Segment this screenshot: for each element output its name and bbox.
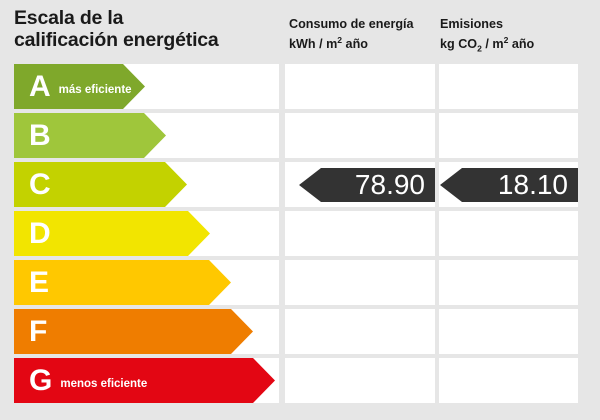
cell-emision — [439, 113, 578, 158]
rating-row-b: B — [0, 113, 600, 158]
energy-band-d: D — [14, 211, 210, 256]
consumption-label: Consumo de energía — [289, 17, 414, 31]
emissions-unit: kg CO2 / m2 año — [440, 32, 580, 57]
cell-emision — [439, 358, 578, 403]
column-header-emissions: Emisiones kg CO2 / m2 año — [440, 16, 580, 57]
band-letter: D — [29, 216, 51, 250]
column-header-consumption: Consumo de energía kWh / m2 año — [289, 16, 435, 52]
title-line-1: Escala de la — [14, 7, 124, 29]
consumption-unit-exponent: 2 — [337, 35, 343, 45]
energy-band-f: F — [14, 309, 253, 354]
emissions-unit-suffix: año — [508, 37, 535, 52]
cell-consumo — [285, 309, 435, 354]
cell-consumo — [285, 64, 435, 109]
rating-row-d: D — [0, 211, 600, 256]
consumption-unit-prefix: kWh / m — [289, 37, 338, 52]
band-note: más eficiente — [58, 84, 132, 96]
band-letter: B — [29, 118, 51, 152]
cell-consumo — [285, 211, 435, 256]
emissions-unit-exponent: 2 — [503, 35, 509, 45]
cell-consumo — [285, 358, 435, 403]
consumption-unit: kWh / m2 año — [289, 32, 435, 52]
cell-consumo — [285, 113, 435, 158]
band-letter: C — [29, 167, 51, 201]
band-letter: G — [29, 363, 53, 397]
page-title: Escala de la calificación energética — [14, 7, 276, 51]
cell-consumo — [285, 260, 435, 305]
rating-row-f: F — [0, 309, 600, 354]
cell-emision — [439, 260, 578, 305]
band-letter: A — [29, 69, 51, 103]
value-arrow-consumption: 78.90 — [299, 168, 435, 202]
energy-band-b: B — [14, 113, 166, 158]
value-arrow-emissions: 18.10 — [440, 168, 578, 202]
band-letter: F — [29, 314, 48, 348]
cell-emision — [439, 309, 578, 354]
chart-header: Escala de la calificación energética Con… — [0, 0, 600, 64]
rating-row-e: E — [0, 260, 600, 305]
band-letter: E — [29, 265, 50, 299]
band-note: menos eficiente — [60, 378, 148, 390]
consumption-unit-suffix: año — [342, 37, 368, 52]
emissions-unit-prefix: kg CO — [440, 37, 478, 52]
rating-row-c: C 78.90 18.10 — [0, 162, 600, 207]
title-line-2: calificación energética — [14, 29, 219, 51]
emissions-unit-mid: / m — [481, 37, 504, 52]
energy-band-c: C — [14, 162, 187, 207]
emissions-label: Emisiones — [440, 17, 503, 31]
cell-emision — [439, 211, 578, 256]
emissions-unit-subscript: 2 — [477, 43, 482, 54]
energy-band-e: E — [14, 260, 231, 305]
cell-emision — [439, 64, 578, 109]
